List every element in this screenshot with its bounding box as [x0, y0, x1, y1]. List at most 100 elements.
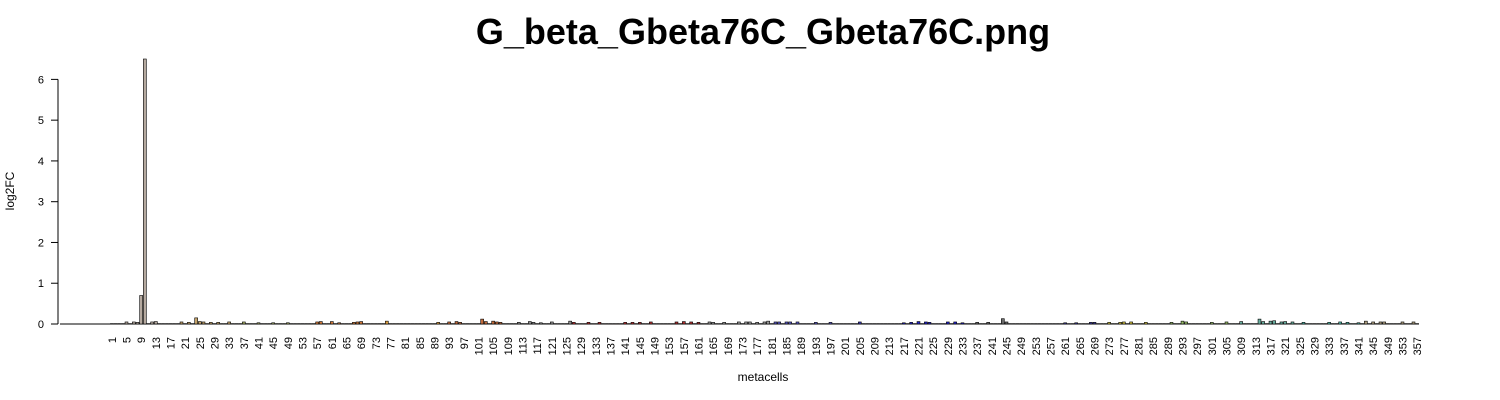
bar-266 — [1081, 323, 1086, 325]
bar-186 — [788, 321, 792, 325]
bar-163 — [704, 323, 708, 325]
bar-85 — [418, 323, 422, 325]
bar-226 — [935, 323, 939, 325]
bar-155 — [674, 321, 679, 325]
bar-276 — [1118, 322, 1122, 325]
x-tick-label: 325 — [1295, 337, 1307, 355]
bar-354 — [1404, 323, 1408, 325]
bar-156 — [678, 323, 682, 325]
bar-11 — [146, 323, 151, 325]
bar-316 — [1265, 323, 1269, 325]
bar-274 — [1111, 323, 1115, 325]
bar-168 — [722, 322, 726, 325]
x-tick-label: 45 — [268, 337, 280, 349]
bar-88 — [429, 323, 433, 325]
x-tick-label: 277 — [1119, 337, 1131, 355]
bar-95 — [454, 321, 459, 325]
bar-42 — [260, 323, 264, 325]
bar-341 — [1356, 322, 1361, 325]
bar-292 — [1177, 323, 1181, 325]
bar-298 — [1199, 323, 1203, 325]
bar-52 — [297, 323, 301, 325]
bar-244 — [1001, 318, 1005, 325]
x-tick-label: 113 — [518, 337, 530, 355]
bar-314 — [1257, 318, 1262, 325]
bar-107 — [498, 322, 503, 325]
bar-83 — [410, 323, 415, 325]
bar-47 — [278, 323, 283, 325]
bar-343 — [1364, 320, 1368, 325]
bar-53 — [300, 323, 305, 325]
bar-106 — [495, 321, 499, 325]
x-tick-label: 121 — [547, 337, 559, 355]
bar-259 — [1056, 323, 1060, 325]
x-tick-label: 149 — [650, 337, 662, 355]
bar-7 — [132, 321, 136, 325]
bar-278 — [1125, 323, 1130, 325]
bar-48 — [282, 323, 286, 325]
bar-192 — [810, 323, 814, 325]
x-tick-label: 329 — [1310, 337, 1322, 355]
x-tick-label: 13 — [151, 337, 163, 349]
x-tick-label: 333 — [1324, 337, 1336, 355]
x-tick-label: 165 — [708, 337, 720, 355]
bar-125 — [564, 323, 569, 325]
bar-122 — [553, 323, 558, 325]
bar-12 — [150, 321, 154, 325]
bar-45 — [271, 322, 275, 325]
bar-24 — [194, 317, 198, 325]
bar-337 — [1342, 323, 1346, 325]
bar-92 — [443, 323, 448, 325]
bar-219 — [909, 322, 913, 325]
bar-134 — [597, 322, 602, 325]
bar-33 — [227, 321, 231, 325]
bar-151 — [660, 323, 664, 325]
bar-317 — [1268, 320, 1273, 325]
bar-273 — [1107, 322, 1111, 325]
bar-172 — [737, 321, 741, 325]
bar-147 — [645, 323, 649, 325]
x-tick-label: 193 — [811, 337, 823, 355]
bar-335 — [1334, 323, 1339, 325]
bar-279 — [1129, 321, 1133, 325]
bar-287 — [1158, 323, 1163, 325]
bar-302 — [1213, 323, 1218, 325]
bar-220 — [913, 323, 917, 325]
bar-345 — [1371, 321, 1375, 325]
bar-357 — [1415, 323, 1419, 325]
bar-6 — [128, 323, 132, 325]
bar-225 — [931, 323, 935, 325]
bar-97 — [462, 323, 466, 325]
bar-14 — [157, 323, 162, 325]
x-tick-label: 129 — [576, 337, 588, 355]
bar-217 — [902, 322, 906, 325]
bar-171 — [733, 323, 737, 325]
bar-353 — [1400, 321, 1405, 325]
bar-144 — [634, 323, 638, 325]
bar-348 — [1382, 321, 1386, 325]
bar-16 — [165, 323, 169, 325]
bar-161 — [696, 322, 701, 325]
x-tick-label: 289 — [1163, 337, 1175, 355]
bar-119 — [542, 323, 547, 325]
x-tick-label: 61 — [327, 337, 339, 349]
bar-231 — [953, 321, 957, 325]
bar-350 — [1389, 323, 1394, 325]
bar-139 — [616, 323, 620, 325]
bar-193 — [814, 322, 818, 325]
bar-123 — [557, 323, 561, 325]
y-tick-label: 1 — [38, 278, 44, 290]
bar-26 — [201, 321, 206, 325]
bar-86 — [421, 323, 426, 325]
bar-295 — [1188, 323, 1192, 325]
bar-175 — [748, 321, 752, 325]
x-tick-label: 49 — [283, 337, 295, 349]
x-tick-label: 221 — [914, 337, 926, 355]
bar-173 — [740, 323, 745, 325]
bar-64 — [341, 323, 345, 325]
x-tick-label: 205 — [855, 337, 867, 355]
bar-108 — [502, 323, 506, 325]
bar-79 — [396, 323, 400, 325]
bar-1 — [110, 323, 114, 325]
bar-322 — [1287, 323, 1291, 325]
